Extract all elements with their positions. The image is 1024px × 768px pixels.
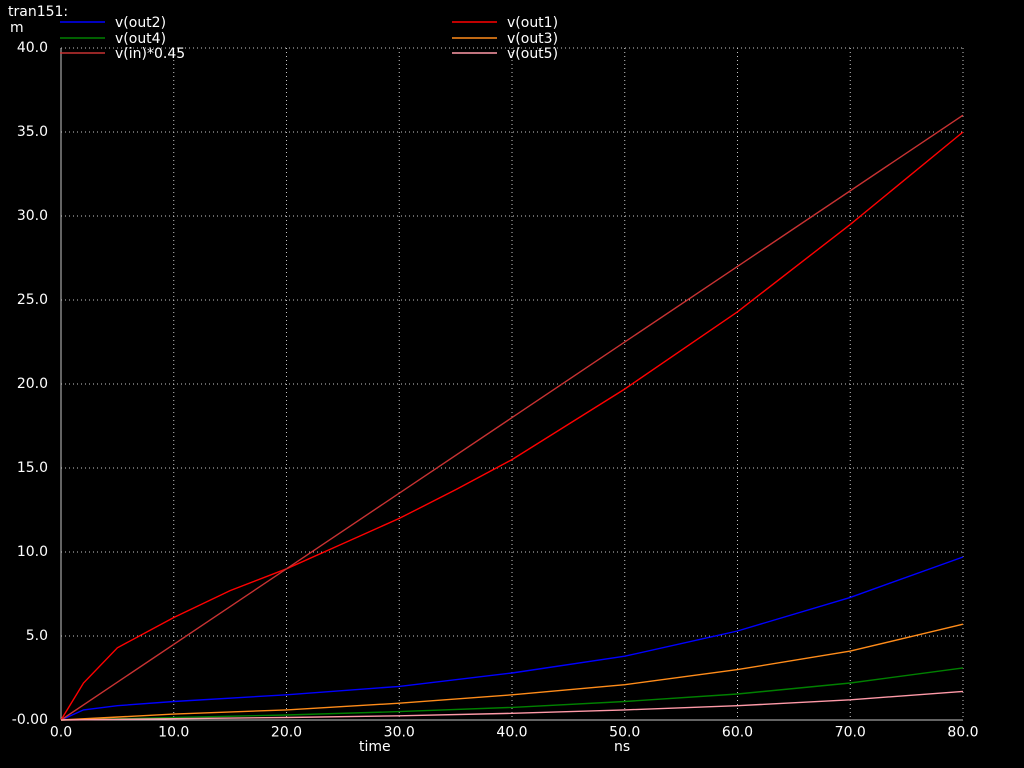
y-tick-label: 20.0: [17, 376, 48, 392]
y-tick-label: 25.0: [17, 292, 48, 308]
series-line-v-out3: [60, 623, 964, 721]
legend-label: v(out5): [507, 46, 558, 62]
x-axis-label: time: [359, 739, 391, 755]
x-tick-label: 10.0: [158, 725, 189, 741]
series-line-v-out2: [60, 556, 964, 721]
x-tick-label: 40.0: [496, 725, 527, 741]
series-line-v-in-0-45: [60, 114, 964, 721]
grid: [61, 47, 964, 720]
series-line-v-out5: [60, 690, 964, 721]
x-tick-label: 0.0: [50, 725, 72, 741]
x-tick-label: 70.0: [835, 725, 866, 741]
tick-labels: 0.0 10.0 20.0 30.0 40.0 50.0 60.0 70.0 80.0 -0.00…: [12, 40, 979, 741]
y-tick-label: 15.0: [17, 460, 48, 476]
legend-label: v(in)*0.45: [115, 46, 185, 62]
y-tick-label: 30.0: [17, 208, 48, 224]
y-tick-label: -0.00: [12, 712, 48, 728]
x-unit-label: ns: [614, 739, 630, 755]
legend-label: v(out3): [507, 31, 558, 47]
y-tick-label: 5.0: [26, 628, 48, 644]
legend-label: v(out2): [115, 15, 166, 31]
series-layer: [60, 114, 964, 721]
series-line-v-out4: [60, 667, 964, 721]
x-tick-label: 80.0: [947, 725, 978, 741]
y-tick-label: 35.0: [17, 124, 48, 140]
y-unit-label: m: [10, 20, 24, 36]
x-tick-label: 60.0: [722, 725, 753, 741]
legend-label: v(out1): [507, 15, 558, 31]
axes: [60, 48, 963, 721]
y-tick-label: 40.0: [17, 40, 48, 56]
y-tick-label: 10.0: [17, 544, 48, 560]
legend: v(out2) v(out1) v(out4) v(out3) v(in)*0.45 v(…: [60, 15, 558, 62]
x-tick-label: 30.0: [384, 725, 415, 741]
legend-label: v(out4): [115, 31, 166, 47]
x-tick-label: 20.0: [271, 725, 302, 741]
series-line-v-out1: [60, 131, 964, 721]
x-tick-label: 50.0: [609, 725, 640, 741]
plot-title: tran151:: [8, 4, 68, 20]
